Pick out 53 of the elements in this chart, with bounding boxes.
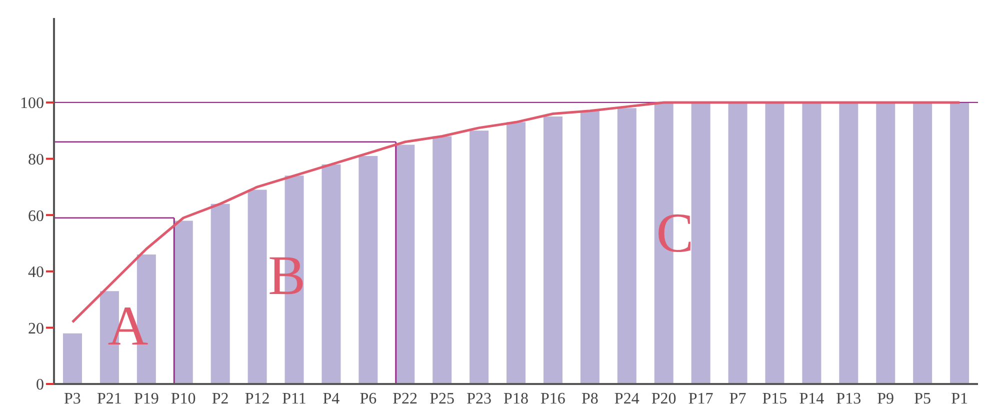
x-tick-label: P14 — [799, 390, 824, 408]
x-tick-label: P4 — [322, 390, 340, 408]
bar — [174, 220, 193, 384]
bar — [802, 102, 822, 384]
x-tick-label: P8 — [581, 390, 598, 408]
bar — [728, 102, 748, 384]
x-tick-label: P17 — [688, 390, 714, 408]
bar — [839, 102, 858, 384]
x-tick-label: P18 — [504, 390, 528, 408]
x-tick-label: P6 — [360, 390, 377, 408]
x-tick-label: P24 — [614, 390, 640, 408]
y-tick-label: 60 — [28, 208, 44, 225]
x-tick-label: P7 — [729, 390, 746, 408]
x-tick-label: P11 — [282, 390, 306, 408]
x-tick-label: P21 — [96, 390, 122, 408]
bar — [322, 164, 341, 384]
bar — [950, 102, 970, 384]
bar — [210, 204, 230, 384]
x-tick-label: P9 — [877, 390, 894, 408]
x-tick-label: P13 — [836, 390, 862, 408]
x-tick-label: P16 — [540, 390, 566, 408]
x-tick-label: P5 — [914, 390, 932, 408]
x-tick-label: P22 — [392, 390, 418, 408]
x-tick-label: P3 — [64, 390, 81, 408]
bar — [580, 110, 600, 384]
bar — [358, 156, 378, 384]
bar — [432, 136, 452, 384]
bar — [63, 333, 82, 384]
annotation: C — [656, 202, 694, 265]
y-tick-label: 0 — [36, 376, 44, 394]
bar — [913, 102, 932, 384]
x-tick-label: P20 — [651, 390, 676, 408]
bar — [691, 102, 710, 384]
y-tick-label: 80 — [28, 151, 44, 168]
x-tick-label: P15 — [762, 390, 788, 408]
x-tick-label: P10 — [170, 390, 196, 408]
bar — [765, 102, 784, 384]
x-tick-label: P2 — [212, 390, 229, 408]
x-tick-label: P25 — [430, 390, 455, 408]
bar — [248, 190, 267, 384]
x-tick-label: P19 — [134, 390, 159, 408]
bar — [617, 108, 636, 384]
bar — [470, 130, 489, 384]
bar — [506, 122, 526, 384]
bar — [543, 116, 562, 384]
y-tick-label: 40 — [28, 264, 44, 282]
bar — [876, 102, 896, 384]
y-tick-label: 100 — [20, 95, 44, 112]
x-tick-label: P23 — [466, 390, 492, 408]
y-tick-label: 20 — [28, 320, 44, 338]
bar — [396, 144, 415, 384]
x-tick-label: P12 — [244, 390, 270, 408]
x-tick-label: P1 — [951, 390, 968, 408]
